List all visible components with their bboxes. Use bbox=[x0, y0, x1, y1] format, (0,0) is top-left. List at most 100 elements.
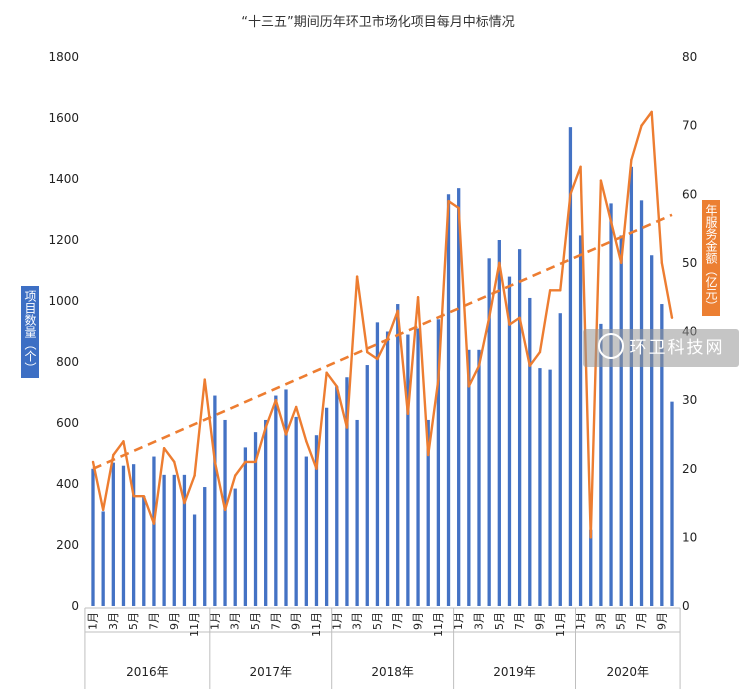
amount-point bbox=[305, 440, 308, 443]
amount-point bbox=[457, 206, 460, 210]
bar bbox=[304, 456, 308, 606]
bar bbox=[629, 166, 634, 607]
amount-point bbox=[366, 350, 369, 354]
bar bbox=[609, 203, 613, 606]
bar bbox=[121, 465, 126, 606]
bar bbox=[324, 407, 329, 606]
amount-point bbox=[101, 508, 105, 512]
chart-title: “十三五”期间历年环卫市场化项目每月中标情况 bbox=[241, 14, 514, 30]
bar bbox=[355, 419, 359, 606]
bar bbox=[416, 328, 420, 606]
left-tick-label: 1200 bbox=[48, 233, 79, 247]
amount-point bbox=[416, 295, 420, 299]
amount-point bbox=[406, 412, 410, 416]
bar bbox=[294, 416, 298, 606]
year-label: 2018年 bbox=[371, 665, 414, 679]
right-tick-label: 80 bbox=[682, 50, 697, 64]
watermark-text: 环卫科技网 bbox=[629, 338, 725, 358]
bar bbox=[203, 487, 207, 606]
month-label: 7月 bbox=[513, 612, 526, 630]
bar bbox=[507, 276, 512, 606]
amount-point bbox=[599, 179, 603, 182]
left-tick-label: 400 bbox=[56, 477, 79, 491]
left-tick-label: 800 bbox=[56, 355, 79, 369]
bar bbox=[660, 304, 664, 606]
right-tick-label: 60 bbox=[682, 187, 697, 201]
amount-point bbox=[345, 426, 349, 429]
year-label: 2019年 bbox=[493, 665, 536, 679]
amount-point bbox=[234, 474, 237, 477]
bar bbox=[578, 235, 583, 607]
bar bbox=[517, 249, 522, 606]
amount-point bbox=[508, 323, 511, 326]
bar bbox=[243, 447, 248, 606]
month-label: 11月 bbox=[188, 612, 201, 637]
amount-point bbox=[569, 193, 572, 196]
amount-point bbox=[91, 460, 95, 464]
amount-point bbox=[620, 261, 623, 265]
month-label: 3月 bbox=[473, 612, 486, 630]
amount-point bbox=[579, 165, 582, 168]
bar bbox=[274, 395, 278, 606]
amount-point bbox=[630, 158, 633, 162]
bar bbox=[406, 334, 410, 606]
amount-point bbox=[487, 316, 491, 319]
month-label: 5月 bbox=[127, 612, 140, 630]
month-label: 5月 bbox=[493, 612, 506, 630]
year-label: 2017年 bbox=[249, 665, 292, 679]
left-tick-label: 1800 bbox=[48, 50, 79, 64]
amount-point bbox=[315, 467, 318, 470]
amount-point bbox=[173, 460, 176, 464]
amount-point bbox=[559, 289, 562, 292]
bar bbox=[477, 349, 481, 606]
month-label: 1月 bbox=[452, 612, 465, 630]
bar bbox=[101, 511, 105, 606]
right-tick-label: 10 bbox=[682, 530, 697, 544]
month-label: 5月 bbox=[371, 612, 384, 630]
bar bbox=[528, 297, 532, 606]
watermark-logo-icon bbox=[597, 333, 624, 359]
month-label: 1月 bbox=[330, 612, 343, 630]
month-label: 7月 bbox=[147, 612, 160, 630]
left-axis-label: 项目数量（个） bbox=[21, 286, 39, 378]
amount-point bbox=[548, 289, 552, 292]
year-label: 2016年 bbox=[126, 665, 169, 679]
month-label: 5月 bbox=[249, 612, 262, 630]
amount-line bbox=[91, 110, 674, 539]
left-tick-label: 1600 bbox=[48, 111, 79, 125]
right-tick-label: 0 bbox=[682, 599, 690, 613]
bar bbox=[589, 529, 593, 606]
right-tick-label: 30 bbox=[682, 393, 697, 407]
bar bbox=[223, 419, 227, 606]
amount-point bbox=[650, 110, 653, 114]
amount-point bbox=[274, 398, 278, 402]
bar bbox=[457, 188, 461, 606]
month-label: 11月 bbox=[432, 612, 445, 637]
month-label: 9月 bbox=[533, 612, 546, 630]
right-tick-label: 50 bbox=[682, 256, 697, 270]
bar bbox=[538, 368, 542, 606]
amount-point bbox=[325, 371, 328, 374]
bar bbox=[162, 474, 166, 606]
bar bbox=[365, 365, 369, 606]
amount-point bbox=[264, 426, 267, 429]
amount-point bbox=[203, 378, 206, 381]
amount-point bbox=[213, 460, 217, 464]
bar bbox=[385, 331, 390, 606]
amount-point bbox=[193, 474, 196, 477]
amount-point bbox=[427, 453, 430, 457]
month-label: 7月 bbox=[635, 612, 648, 630]
amount-point bbox=[498, 261, 501, 265]
month-label: 3月 bbox=[107, 612, 120, 630]
left-tick-label: 1000 bbox=[48, 294, 79, 308]
month-label: 1月 bbox=[87, 612, 100, 630]
amount-point bbox=[609, 220, 613, 223]
amount-point bbox=[467, 385, 471, 388]
amount-point bbox=[376, 357, 379, 361]
amount-point bbox=[152, 522, 156, 525]
bar bbox=[345, 377, 349, 606]
left-tick-label: 0 bbox=[71, 599, 79, 613]
amount-point bbox=[183, 501, 186, 505]
bar bbox=[650, 255, 654, 606]
